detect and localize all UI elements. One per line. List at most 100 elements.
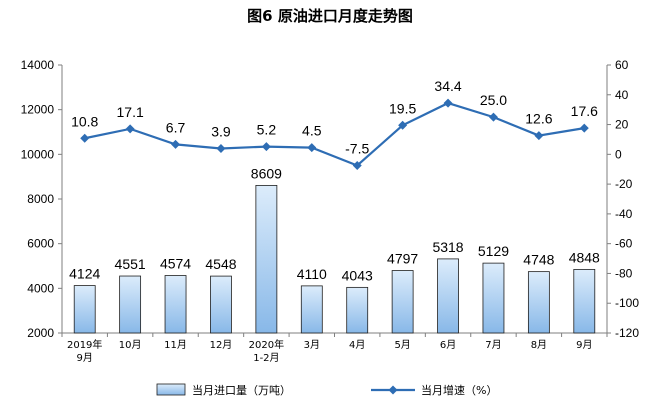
y-left-tick-label: 14000 [21,58,55,72]
line-marker [171,139,181,149]
y-right-tick-label: -20 [615,177,633,191]
line-data-label: 12.6 [525,111,552,127]
bar-data-label: 5318 [432,239,463,255]
line-data-label: 6.7 [166,119,186,135]
bar [437,258,459,334]
legend-line-marker [388,385,398,395]
bar-data-label: 4797 [387,251,418,267]
x-tick-label: 7月 [485,339,501,351]
x-tick-label-line: 2020年 [249,338,284,351]
x-tick-label: 4月 [349,339,365,351]
legend: 当月进口量（万吨） 当月增速（%） [156,383,497,397]
chart-title: 图6 原油进口月度走势图 [247,7,413,25]
x-tick-label: 9月 [576,339,592,351]
y-left-tick-label: 10000 [21,147,55,161]
bar [73,285,96,334]
x-tick-label-line: 9月 [576,339,592,351]
line-marker [443,98,453,108]
line-data-label: 17.1 [117,104,144,120]
bar [391,270,414,334]
bar [300,285,323,334]
y-right-tick-label: -100 [615,296,639,310]
bar-series: 4124 4551 4574 4548 8609 4110 4043 4797 5318 5129… [69,165,600,334]
bar-data-label: 4043 [342,267,373,283]
line-marker [534,131,544,141]
x-tick-label: 2020年 1-2月 [249,338,284,364]
line-marker [125,124,135,134]
x-tick-label-line: 2019年 [67,338,102,351]
x-tick-label: 5月 [394,339,410,351]
x-tick-label: 3月 [304,339,320,351]
line-data-label: 25.0 [480,92,507,108]
x-tick-label: 8月 [531,339,547,351]
x-tick-label-line: 6月 [440,339,456,351]
line-marker [80,133,90,143]
x-tick-label-line: 4月 [349,339,365,351]
line-data-label: -7.5 [345,141,369,157]
line-marker [216,144,226,154]
bar [255,184,278,334]
y-right-tick-label: 60 [615,58,629,72]
line-marker [579,123,589,133]
bar-data-label: 4110 [297,266,327,282]
x-tick-label-line: 5月 [394,339,410,351]
bar [527,271,550,334]
bar [119,275,142,334]
y-left-tick-label: 2000 [27,326,54,340]
bar [482,262,505,334]
line-data-label: 34.4 [434,78,461,94]
line-marker [488,112,498,122]
x-tick-label-line: 3月 [304,339,320,351]
bar-data-label: 8609 [251,165,282,181]
bar [346,286,369,334]
bar [210,275,232,334]
y-right-tick-label: 20 [615,118,629,132]
x-tick-label-line: 10月 [119,339,142,351]
y-right-tick-label: 0 [615,147,622,161]
x-tick-label-line: 9月 [77,352,93,364]
line-marker [352,161,362,170]
y-right-tick-label: -120 [615,326,639,340]
y-right-tick-label: -40 [615,207,633,221]
x-tick-label-line: 8月 [531,339,547,351]
x-tick-label-line: 11月 [164,339,187,351]
x-tick-label: 11月 [164,339,187,351]
x-tick-label: 10月 [119,339,142,351]
legend-bar-swatch [156,383,186,396]
line-data-label: 10.8 [71,113,98,129]
x-tick-label: 6月 [440,339,456,351]
bar-data-label: 4548 [205,256,236,272]
x-tick-label-line: 7月 [485,339,501,351]
bar [573,268,596,334]
x-tick-label: 2019年 9月 [67,338,102,364]
bar-data-label: 4748 [523,252,554,268]
line-data-label: 17.6 [571,103,598,119]
line-data-label: 4.5 [302,123,322,139]
x-tick-label-line: 12月 [210,339,233,351]
y-left-tick-label: 4000 [27,281,54,295]
axes: 2000 4000 6000 8000 10000 12000 14000 -120 -100 -… [21,58,640,364]
line-marker [398,120,408,130]
legend-bar-label: 当月进口量（万吨） [192,383,291,397]
bar-data-label: 4551 [115,256,146,272]
y-right-tick-label: -80 [615,266,633,280]
y-left-tick-label: 6000 [27,237,54,251]
x-tick-label-line: 1-2月 [253,352,279,364]
line-series: 10.8 17.1 6.7 3.9 5.2 4.5 -7.5 19.5 34.4 25.0 12.6… [71,78,598,170]
bar [164,275,187,334]
line-marker [307,143,317,153]
legend-line-label: 当月增速（%） [421,383,497,397]
x-tick-label: 12月 [210,339,233,351]
line-marker [261,142,271,152]
y-left-tick-label: 8000 [27,192,54,206]
y-right-tick-label: -60 [615,237,633,251]
line-data-label: 3.9 [211,124,231,140]
bar-data-label: 4574 [160,256,191,272]
bar-data-label: 4848 [569,249,600,265]
y-right-tick-label: 40 [615,88,629,102]
line-data-label: 19.5 [389,100,416,116]
bar-data-label: 4124 [69,266,100,282]
growth-line [84,101,585,167]
y-left-tick-label: 12000 [21,103,55,117]
